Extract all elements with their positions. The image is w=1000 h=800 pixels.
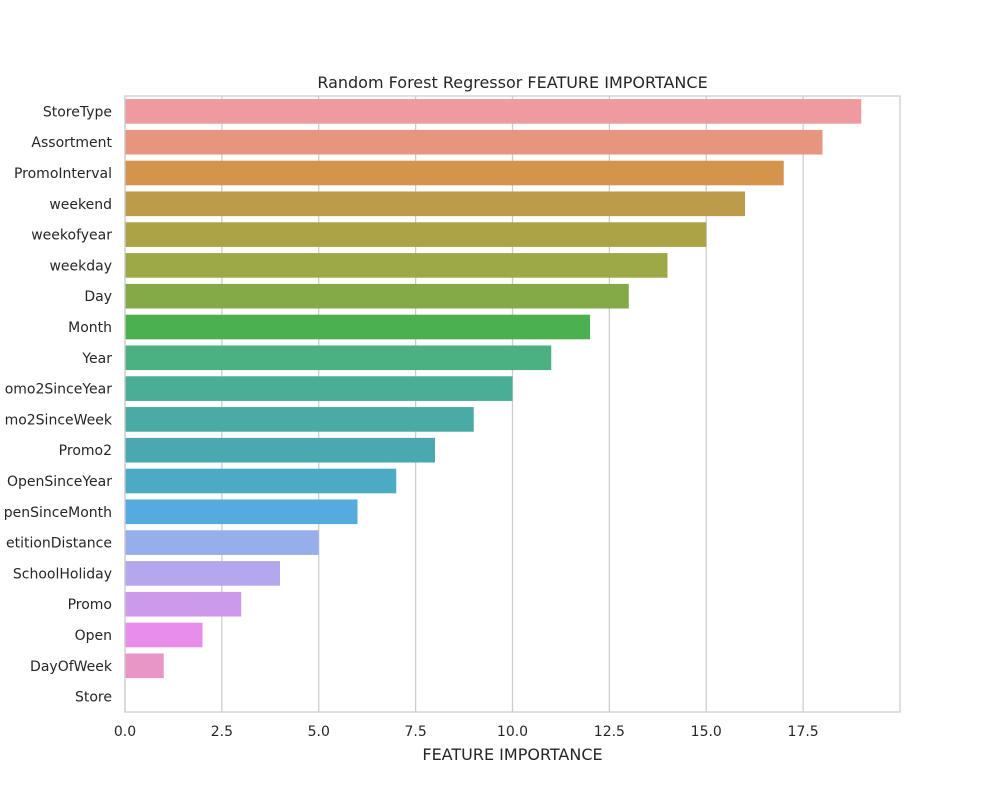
bar-Promo2	[125, 437, 435, 463]
x-tick-label: 15.0	[691, 724, 722, 740]
chart-title: Random Forest Regressor FEATURE IMPORTAN…	[317, 73, 707, 92]
y-tick-label: Year	[81, 351, 112, 367]
bar-OpenSinceYear	[125, 468, 397, 494]
bar-omo2SinceYear	[125, 376, 513, 401]
bar-penSinceMonth	[125, 499, 358, 525]
y-tick-label: weekend	[49, 197, 112, 213]
y-tick-label: weekofyear	[31, 228, 112, 244]
y-tick-label: PromoInterval	[14, 166, 112, 182]
y-tick-label: StoreType	[43, 104, 112, 120]
bar-DayOfWeek	[125, 653, 164, 679]
bar-weekday	[125, 253, 668, 278]
bar-mo2SinceWeek	[125, 407, 474, 432]
y-tick-label: Promo	[68, 597, 112, 613]
plot-frame	[124, 95, 901, 713]
bar-Day	[125, 283, 629, 309]
y-tick-label: omo2SinceYear	[5, 382, 113, 398]
x-tick-label: 10.0	[497, 724, 528, 740]
y-tick-label: OpenSinceYear	[7, 474, 112, 490]
x-tick-label: 17.5	[788, 724, 819, 740]
bar-Year	[125, 345, 552, 371]
y-tick-label: penSinceMonth	[4, 505, 112, 521]
y-tick-label: SchoolHoliday	[13, 566, 112, 582]
bar-weekend	[125, 191, 745, 217]
grid-lines	[124, 96, 804, 712]
x-tick-label: 2.5	[211, 724, 233, 740]
bar-Promo	[125, 591, 242, 617]
x-tick-label: 0.0	[114, 724, 136, 740]
y-tick-label: mo2SinceWeek	[5, 412, 113, 428]
y-tick-label: weekday	[49, 258, 112, 274]
y-tick-label: Open	[75, 628, 112, 644]
bar-etitionDistance	[125, 530, 319, 555]
y-tick-label: Day	[84, 289, 112, 305]
x-tick-label: 5.0	[308, 724, 330, 740]
x-axis-title: FEATURE IMPORTANCE	[422, 745, 602, 764]
y-tick-label: Assortment	[31, 135, 112, 151]
bar-PromoInterval	[125, 160, 784, 186]
bar-Open	[125, 622, 203, 648]
x-tick-labels: 0.0 2.5 5.0 7.5 10.0 12.5 15.0 17.5	[114, 724, 819, 740]
y-tick-label: etitionDistance	[6, 536, 112, 552]
y-tick-labels: StoreType Assortment PromoInterval weekend w…	[4, 104, 113, 705]
bar-Assortment	[125, 129, 823, 155]
bar-Month	[125, 314, 590, 340]
bars	[125, 99, 862, 679]
bar-weekofyear	[125, 222, 707, 247]
bar-SchoolHoliday	[125, 561, 280, 586]
x-tick-label: 7.5	[404, 724, 426, 740]
y-tick-label: Store	[75, 690, 112, 706]
x-tick-label: 12.5	[594, 724, 625, 740]
y-tick-label: Promo2	[59, 443, 112, 459]
y-tick-label: Month	[68, 320, 112, 336]
bar-StoreType	[125, 99, 862, 124]
y-tick-label: DayOfWeek	[30, 659, 113, 675]
